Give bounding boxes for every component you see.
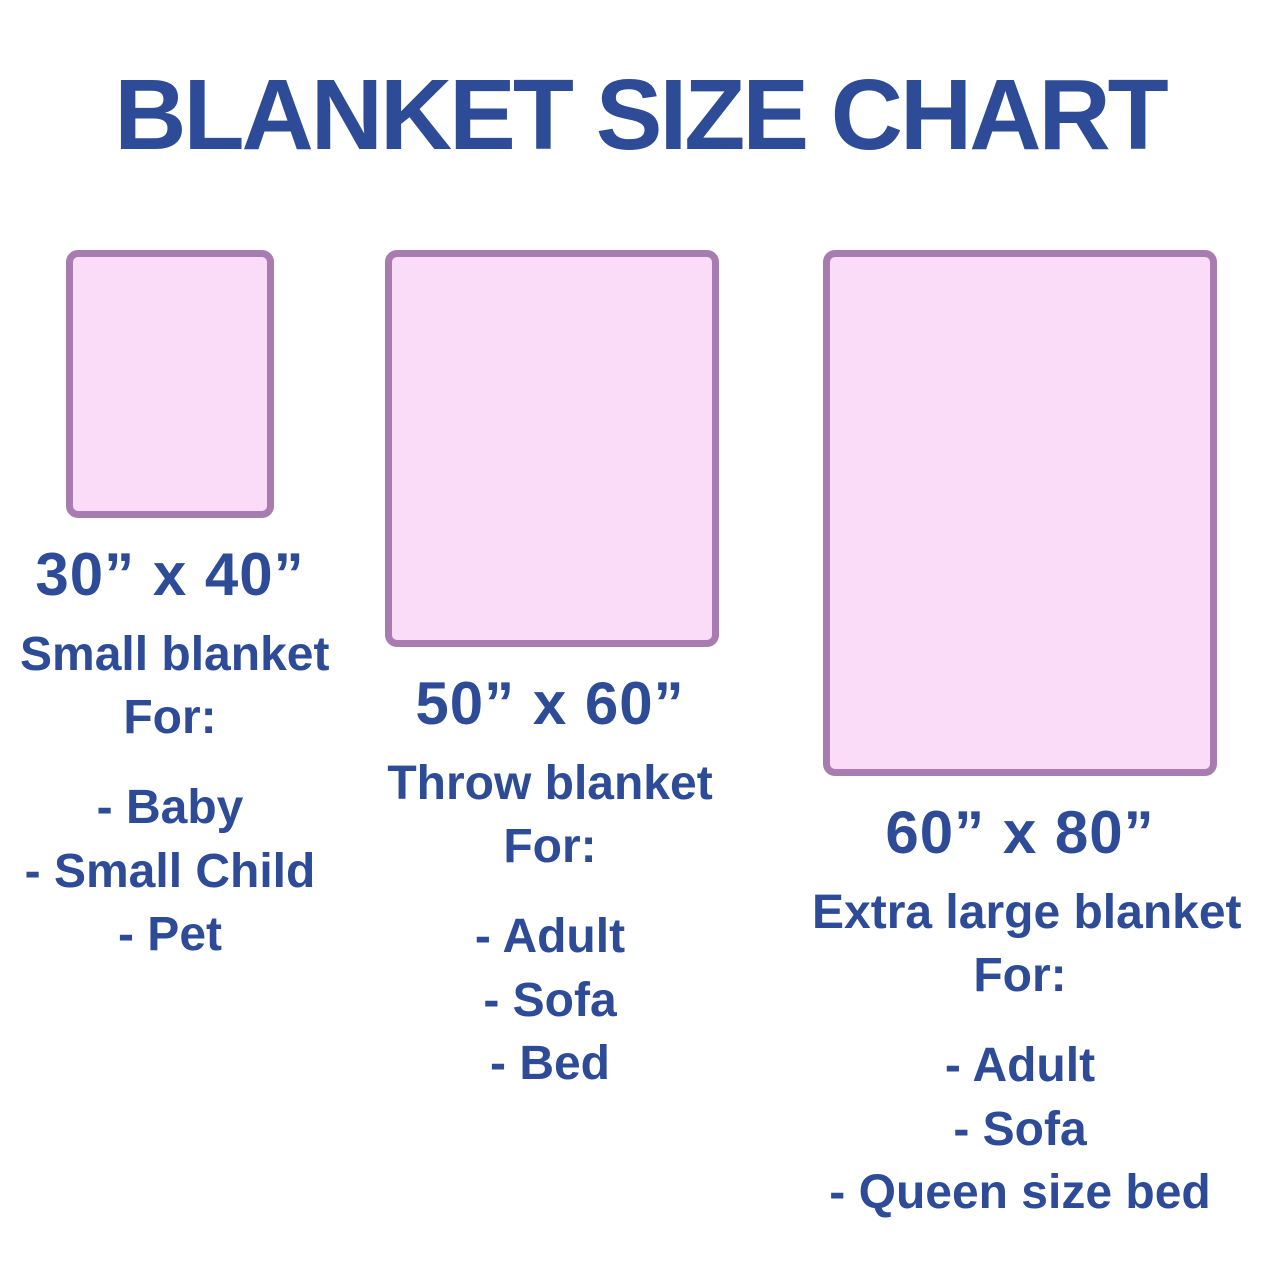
for-label-extra-large: For: [973,949,1067,1003]
blanket-shape-extra-large [823,250,1217,776]
use-list-extra-large: - Adult - Sofa - Queen size bed [812,1034,1228,1225]
use-list-throw: - Adult - Sofa - Bed [385,905,715,1096]
use-item: - Sofa [953,1102,1087,1156]
use-item: - Small Child [24,844,316,898]
blanket-column-extra-large: 60” x 80” Extra large blanket For: - Adu… [812,250,1242,1225]
blanket-shape-small [66,250,274,518]
use-item: - Adult [474,909,626,963]
use-item: - Pet [117,908,222,962]
size-label-extra-large: 60” x 80” [885,799,1155,866]
use-list-small: - Baby - Small Child - Pet [20,776,320,967]
blanket-column-small: 30” x 40” Small blanket For: - Baby - Sm… [20,250,330,967]
use-item: - Bed [490,1037,610,1091]
page-title: BLANKET SIZE CHART [114,59,1169,171]
blanket-column-throw: 50” x 60” Throw blanket For: - Adult - S… [385,250,719,1096]
blanket-type-extra-large: Extra large blanket [812,886,1242,939]
blanket-type-throw: Throw blanket [387,757,713,810]
blanket-type-small: Small blanket [20,628,330,681]
use-item: - Queen size bed [829,1166,1211,1220]
for-label-throw: For: [503,820,597,874]
for-label-small: For: [123,691,217,745]
size-label-throw: 50” x 60” [415,670,685,737]
use-item: - Baby [96,780,244,834]
size-label-small: 30” x 40” [35,541,305,608]
use-item: - Adult [944,1038,1096,1092]
blanket-shape-throw [385,250,719,647]
use-item: - Sofa [483,973,617,1027]
